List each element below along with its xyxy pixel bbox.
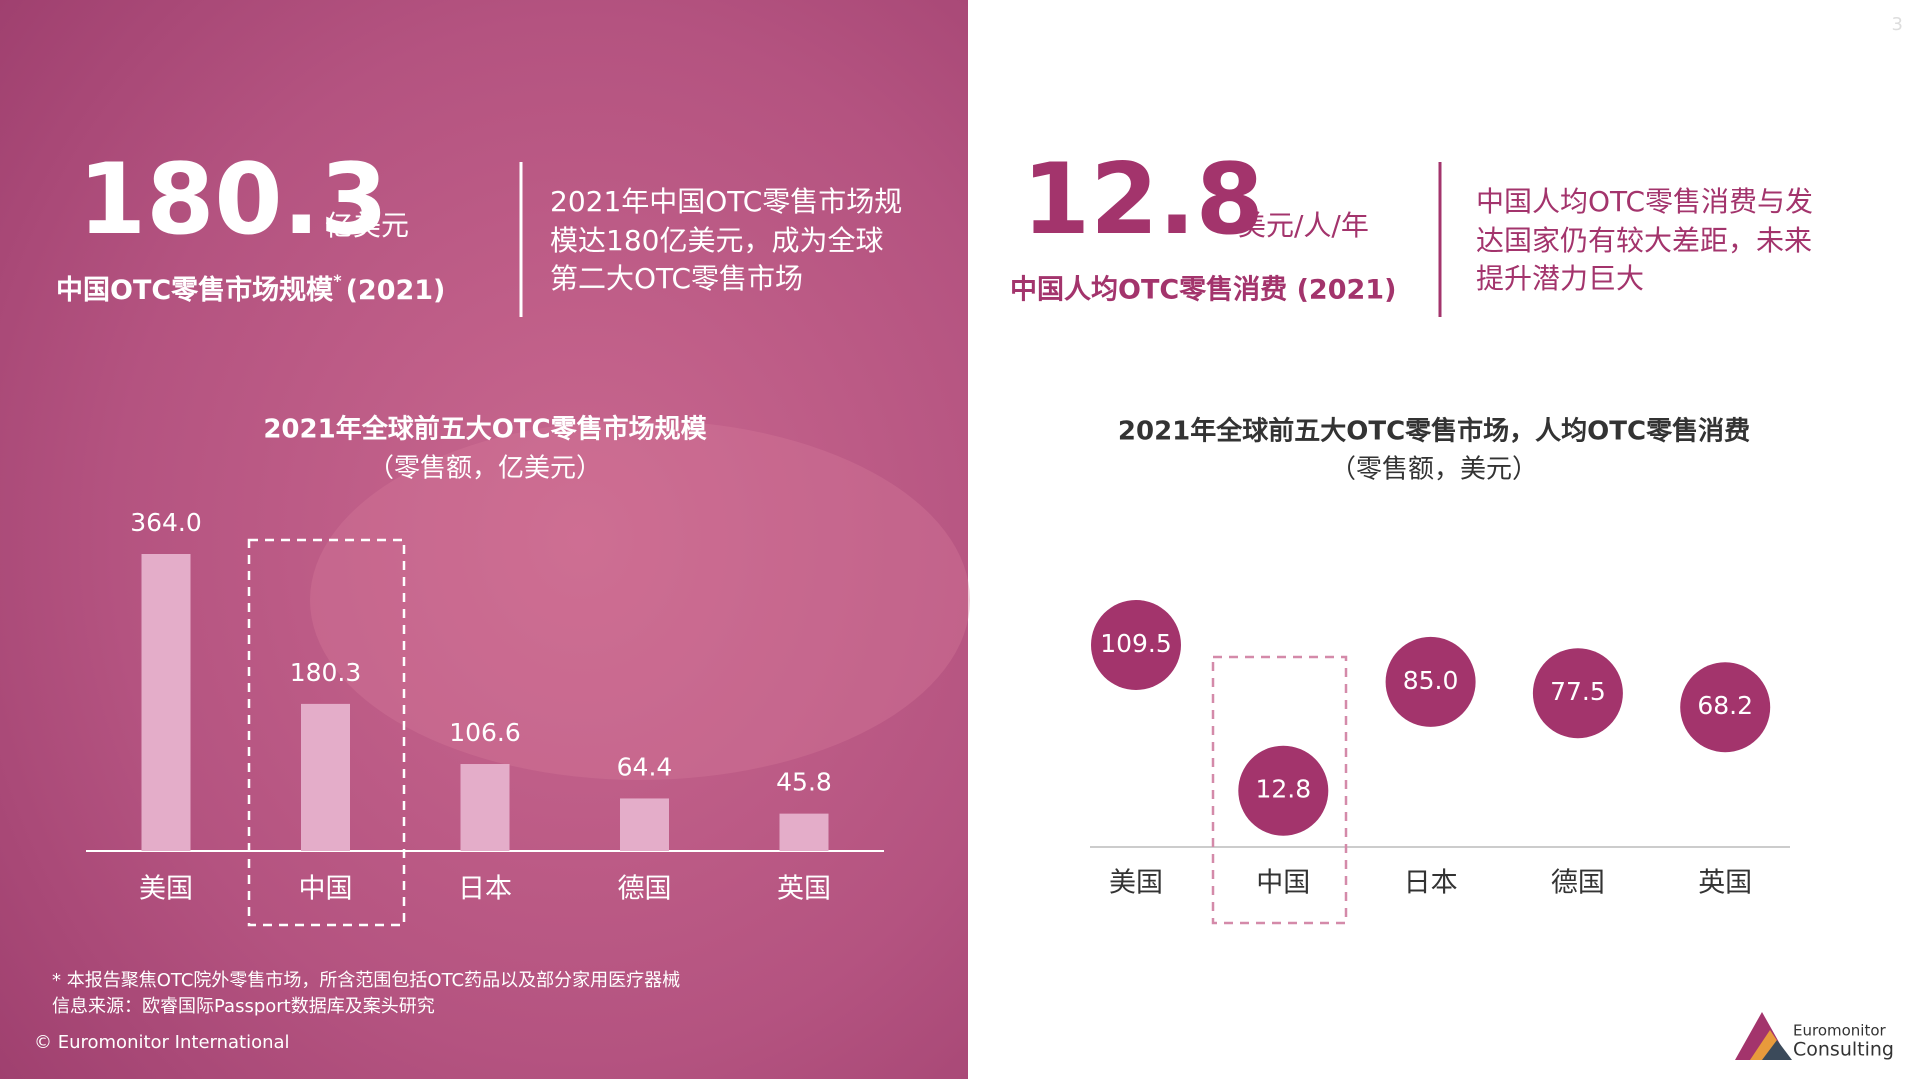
chart-title: 2021年全球前五大OTC零售市场规模 [263, 414, 707, 445]
summary-line: 达国家仍有较大差距，未来 [1476, 224, 1812, 257]
logo-text: Consulting [1793, 1039, 1894, 1061]
copyright: © Euromonitor International [34, 1032, 290, 1053]
caption-year: (2021) [346, 275, 446, 306]
headline-value: 180.3 [78, 143, 388, 257]
headline-unit: 亿美元 [325, 209, 409, 242]
logo-shape [1762, 1040, 1792, 1060]
bubble [1532, 648, 1623, 739]
chart-subtitle: （零售额，亿美元） [368, 454, 602, 484]
summary-line: 2021年中国OTC零售市场规 [550, 185, 902, 218]
value-label: 12.8 [1255, 775, 1311, 804]
value-label: 364.0 [130, 508, 202, 537]
bar [460, 764, 510, 851]
bubble [1091, 600, 1181, 690]
headline-caption: 中国人均OTC零售消费 (2021) [1010, 274, 1396, 306]
footnote: 信息来源：欧睿国际Passport数据库及案头研究 [52, 996, 435, 1017]
value-label: 109.5 [1100, 629, 1172, 658]
summary-line: 模达180亿美元，成为全球 [550, 224, 883, 257]
x-tick-label: 美国 [1109, 868, 1163, 899]
logo-text: Euromonitor [1793, 1022, 1887, 1040]
caption-mark: * [333, 271, 342, 290]
x-tick-label: 德国 [1551, 868, 1605, 899]
value-label: 106.6 [449, 718, 521, 747]
summary-line: 提升潜力巨大 [1476, 262, 1644, 295]
value-label: 85.0 [1403, 666, 1459, 695]
value-label: 77.5 [1550, 677, 1606, 706]
left-background [0, 0, 968, 1079]
bubble [1385, 636, 1476, 727]
footnote: * 本报告聚焦OTC院外零售市场，所含范围包括OTC药品以及部分家用医疗器械 [52, 970, 680, 991]
value-label: 68.2 [1697, 691, 1753, 720]
highlight-box [1211, 655, 1348, 925]
value-label: 64.4 [617, 752, 673, 781]
x-tick-label: 日本 [1404, 868, 1458, 899]
bar [779, 813, 829, 851]
bar [301, 703, 350, 851]
summary-line: 第二大OTC零售市场 [550, 262, 803, 295]
page-number: 3 [1892, 14, 1903, 35]
x-tick-label: 美国 [139, 874, 193, 905]
chart-subtitle: （零售额，美元） [1330, 455, 1538, 485]
x-tick-label: 中国 [1256, 868, 1310, 899]
headline-unit: 美元/人/年 [1238, 209, 1369, 242]
bar [620, 798, 669, 851]
logo: Euromonitor Consulting [1735, 1012, 1894, 1061]
background-hand [310, 420, 970, 780]
x-tick-label: 日本 [458, 874, 512, 905]
charts: 364.0 180.3 106.6 64.4 45.8 美国 中国 日本 德国 英国 109.5 12… [86, 508, 1790, 927]
bubble [1680, 662, 1771, 753]
caption-text: 中国OTC零售市场规模 [56, 274, 333, 306]
chart-title: 2021年全球前五大OTC零售市场，人均OTC零售消费 [1118, 416, 1750, 447]
headline-value: 12.8 [1022, 143, 1264, 257]
summary-line: 中国人均OTC零售消费与发 [1476, 185, 1813, 218]
x-tick-label: 德国 [618, 874, 672, 905]
highlight-box [247, 538, 406, 927]
x-tick-label: 英国 [777, 874, 831, 905]
x-tick-label: 英国 [1698, 868, 1752, 899]
value-label: 180.3 [290, 658, 362, 687]
bubble [1238, 745, 1329, 836]
headline-caption: 中国OTC零售市场规模* (2021) [56, 271, 445, 306]
bar [141, 554, 191, 851]
x-tick-label: 中国 [299, 874, 353, 905]
value-label: 45.8 [776, 768, 832, 797]
